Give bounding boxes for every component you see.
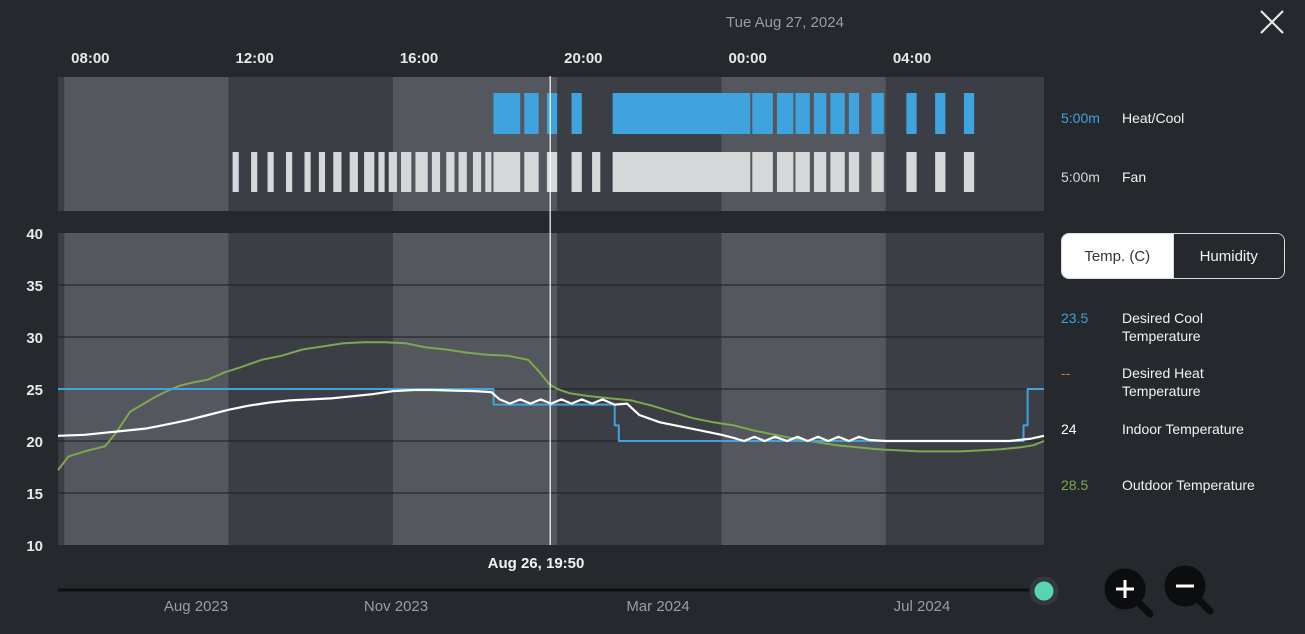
fan-run (546, 152, 558, 192)
fan-run (458, 152, 467, 192)
fan-run (415, 152, 428, 192)
fan-run (795, 152, 810, 192)
zoom-in-icon[interactable] (1100, 564, 1156, 620)
time-axis: 08:00 12:00 16:00 20:00 00:00 04:00 (71, 50, 931, 67)
fan-run (830, 152, 845, 192)
fan-label: Fan (1122, 169, 1147, 185)
y-tick-label: 10 (26, 538, 43, 555)
fan-run (776, 152, 794, 192)
fan-run (752, 152, 773, 192)
indoor-label: Indoor Temperature (1122, 421, 1244, 437)
desired-cool-label: Desired Cool Temperature (1122, 310, 1203, 344)
fan-run (848, 152, 860, 192)
fan-run (431, 152, 441, 192)
fan-run (906, 152, 917, 192)
heat-cool-run (848, 93, 860, 134)
timeline-month-label: Jul 2024 (894, 598, 951, 615)
zoom-out-icon[interactable] (1160, 564, 1216, 620)
y-tick-label: 15 (26, 486, 43, 503)
heat-cool-run (524, 93, 539, 134)
fan-run (571, 152, 582, 192)
y-axis: 10 15 20 25 30 35 40 (26, 226, 43, 555)
cursor-label: Aug 26, 19:50 (488, 555, 585, 572)
heat-cool-value: 5:00m (1061, 110, 1100, 126)
heat-cool-run (830, 93, 845, 134)
desired-heat-value: -- (1061, 365, 1071, 381)
fan-run (232, 152, 239, 192)
fan-run (935, 152, 946, 192)
fan-run (318, 152, 326, 192)
fan-run (592, 152, 601, 192)
time-tick-label: 00:00 (728, 50, 766, 67)
fan-run (485, 152, 492, 192)
fan-run (401, 152, 412, 192)
time-tick-label: 16:00 (400, 50, 438, 67)
temperature-series (57, 341, 1045, 471)
fan-run (378, 152, 385, 192)
y-tick-label: 20 (26, 434, 43, 451)
fan-run (349, 152, 358, 192)
equipment-band (58, 77, 65, 211)
heat-cool-run (906, 93, 917, 134)
fan-run (286, 152, 293, 192)
fan-run (871, 152, 884, 192)
heat-cool-run (571, 93, 582, 134)
date-title: Tue Aug 27, 2024 (726, 14, 844, 31)
heat-cool-run (963, 93, 975, 134)
fan-run (267, 152, 274, 192)
timeline-month-label: Nov 2023 (364, 598, 428, 615)
fan-value: 5:00m (1061, 169, 1100, 185)
y-tick-label: 25 (26, 382, 43, 399)
timeline-handle[interactable] (1029, 576, 1059, 606)
heat-cool-run (493, 93, 521, 134)
fan-run (963, 152, 975, 192)
tab-temperature[interactable]: Temp. (C) (1062, 234, 1173, 278)
timeline-month-label: Aug 2023 (164, 598, 228, 615)
equipment-band (64, 77, 229, 211)
equipment-runs (232, 93, 975, 192)
series-outdoor-temperature (57, 341, 1045, 471)
fan-run (304, 152, 311, 192)
fan-run (472, 152, 482, 192)
desired-cool-value: 23.5 (1061, 310, 1089, 326)
tab-humidity[interactable]: Humidity (1172, 234, 1284, 278)
time-tick-label: 04:00 (893, 50, 931, 67)
fan-run (388, 152, 397, 192)
fan-run (364, 152, 375, 192)
heat-cool-run (871, 93, 884, 134)
fan-run (333, 152, 342, 192)
fan-run (446, 152, 455, 192)
fan-run (251, 152, 258, 192)
time-tick-label: 20:00 (564, 50, 602, 67)
y-tick-label: 35 (26, 278, 43, 295)
heat-cool-run (776, 93, 794, 134)
heat-cool-run (752, 93, 773, 134)
fan-run (813, 152, 827, 192)
desired-heat-label: Desired Heat Temperature (1122, 365, 1204, 399)
y-tick-label: 30 (26, 330, 43, 347)
series-desired-cool-temperature (58, 388, 1044, 442)
heat-cool-run (813, 93, 827, 134)
timeline-months: Aug 2023 Nov 2023 Mar 2024 Jul 2024 (164, 598, 950, 615)
heat-cool-label: Heat/Cool (1122, 110, 1185, 126)
time-tick-label: 12:00 (235, 50, 273, 67)
time-tick-label: 08:00 (71, 50, 109, 67)
y-tick-label: 40 (26, 226, 43, 243)
fan-run (524, 152, 539, 192)
outdoor-label: Outdoor Temperature (1122, 477, 1255, 493)
fan-run (612, 152, 751, 192)
close-icon[interactable] (1258, 8, 1286, 36)
heat-cool-run (612, 93, 751, 134)
outdoor-value: 28.5 (1061, 477, 1089, 493)
fan-run (493, 152, 521, 192)
heat-cool-run (935, 93, 946, 134)
timeline-month-label: Mar 2024 (626, 598, 689, 615)
series-indoor-temperature (57, 388, 1045, 443)
heat-cool-run (795, 93, 810, 134)
metric-toggle: Temp. (C) Humidity (1061, 233, 1285, 279)
heat-cool-run (546, 93, 558, 134)
indoor-value: 24 (1061, 421, 1077, 437)
